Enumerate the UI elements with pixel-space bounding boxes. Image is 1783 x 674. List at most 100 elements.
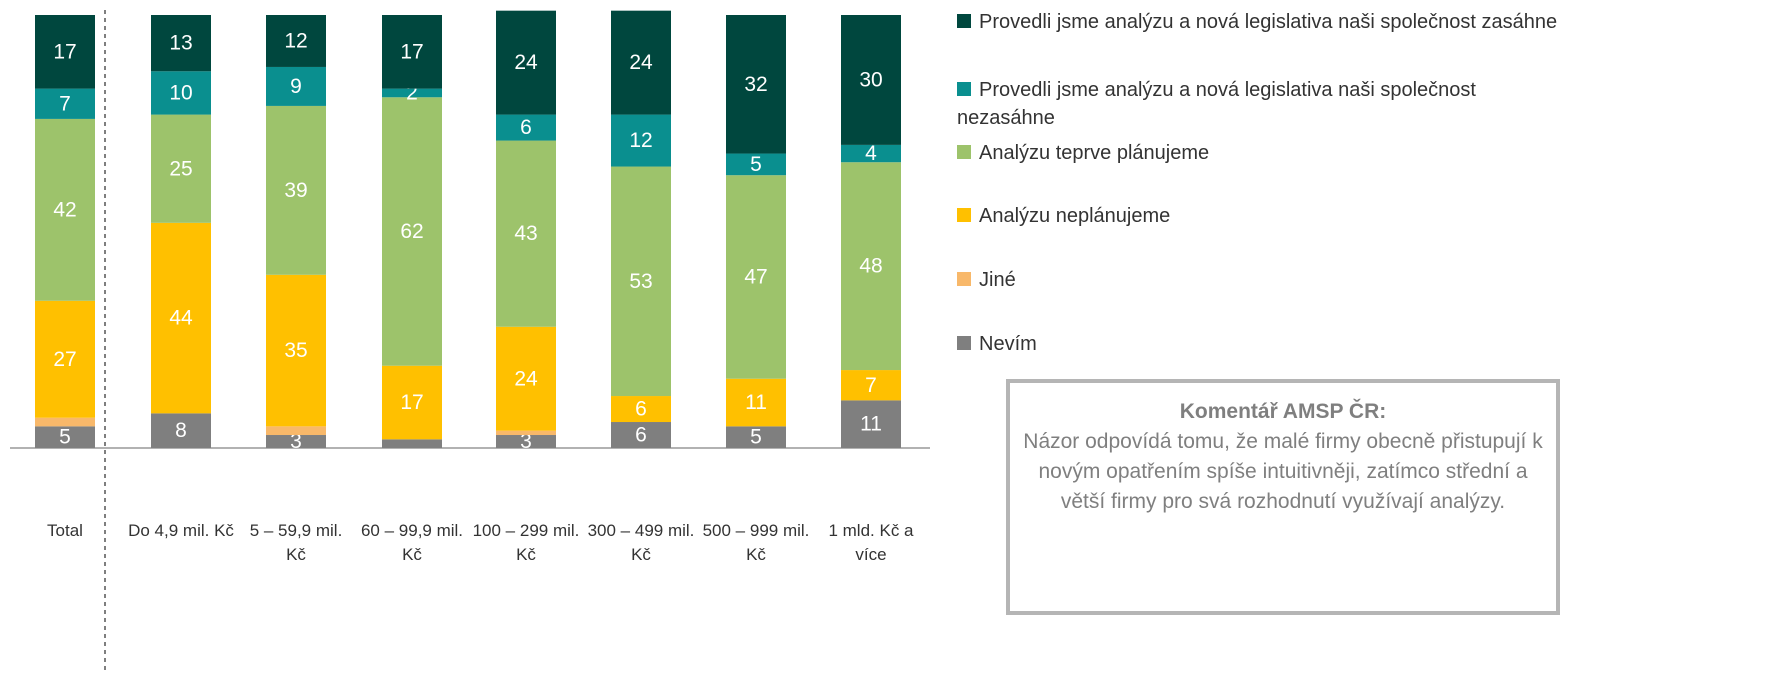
bar-segment [611, 396, 671, 423]
bar-segment [841, 400, 901, 448]
x-tick-label: 1 mld. Kč a více [828, 521, 914, 564]
bar-segment [726, 175, 786, 379]
bar-segment [726, 378, 786, 427]
data-label: 4 [865, 142, 877, 165]
comment-title: Komentář AMSP ČR: [1179, 400, 1387, 423]
bar-segment [382, 15, 442, 89]
bar-segment [496, 114, 556, 141]
bar-segment [841, 15, 901, 145]
data-label: 27 [53, 348, 76, 371]
x-tick-label: Total [47, 521, 83, 540]
bar-segment [151, 71, 211, 115]
data-label: 17 [400, 40, 423, 63]
bar-segment [266, 66, 326, 106]
data-label: 5 [750, 426, 762, 449]
x-tick-label: 100 – 299 mil. Kč [472, 521, 580, 564]
legend-swatch [957, 336, 971, 350]
data-label: 53 [629, 270, 652, 293]
bar-segment [496, 140, 556, 327]
bar-segment [35, 88, 95, 119]
bar-segment [496, 430, 556, 436]
data-label: 42 [53, 198, 76, 221]
bar-segment [266, 435, 326, 448]
data-label: 17 [53, 40, 76, 63]
bar-segment [151, 15, 211, 72]
legend-swatch [957, 272, 971, 286]
data-label: 48 [859, 255, 882, 278]
legend-item: Analýzu neplánujeme [957, 202, 1577, 230]
data-label: 62 [400, 220, 423, 243]
data-label: 30 [859, 68, 882, 91]
x-tick-label: 500 – 999 mil. Kč [702, 521, 810, 564]
legend-item: Jiné [957, 266, 1577, 294]
data-label: 9 [290, 75, 302, 98]
data-label: 6 [635, 424, 647, 447]
data-label: 24 [514, 51, 538, 74]
data-label: 10 [169, 81, 192, 104]
bar-segment [266, 15, 326, 67]
data-label: 32 [744, 73, 767, 96]
data-label: 5 [750, 153, 762, 176]
bar-segment [35, 15, 95, 89]
data-label: 6 [520, 116, 532, 139]
x-tick-label: Do 4,9 mil. Kč [128, 521, 234, 540]
bar-segment [496, 10, 556, 115]
data-label: 35 [284, 339, 307, 362]
bar-segment [382, 97, 442, 366]
bar-segment [266, 426, 326, 436]
bar-segment [726, 153, 786, 176]
bar-segment [35, 417, 95, 427]
bar-segment [151, 413, 211, 448]
data-label: 3 [290, 430, 302, 453]
bar-segment [726, 426, 786, 448]
data-label: 24 [514, 367, 538, 390]
legend-label: Analýzu teprve plánujeme [979, 142, 1210, 164]
bar-segment [151, 114, 211, 223]
comment-text: Názor odpovídá tomu, že malé firmy obecn… [1023, 430, 1543, 513]
x-tick-label: 60 – 99,9 mil. Kč [360, 521, 464, 564]
legend-swatch [957, 145, 971, 159]
comment-box: Komentář AMSP ČR: Názor odpovídá tomu, ž… [1006, 379, 1560, 615]
bar-segment [35, 118, 95, 301]
data-label: 47 [744, 266, 767, 289]
data-label: 13 [169, 32, 192, 55]
legend-swatch [957, 208, 971, 222]
data-label: 43 [514, 222, 537, 245]
bar-segment [382, 365, 442, 440]
legend-label: Provedli jsme analýzu a nová legislativa… [957, 79, 1476, 129]
data-label: 11 [860, 413, 882, 436]
data-label: 12 [629, 129, 652, 152]
bar-segment [611, 422, 671, 448]
data-label: 25 [169, 157, 192, 180]
data-label: 8 [175, 419, 187, 442]
bar-segment [496, 326, 556, 431]
legend-label: Provedli jsme analýzu a nová legislativa… [979, 11, 1558, 33]
bar-segment [611, 114, 671, 167]
legend-item: Provedli jsme analýzu a nová legislativa… [957, 76, 1577, 132]
data-label: 3 [520, 430, 532, 453]
x-tick-label: 5 – 59,9 mil. Kč [249, 521, 343, 564]
legend-label: Nevím [979, 333, 1037, 355]
data-label: 7 [865, 374, 877, 397]
legend-item: Nevím [957, 330, 1577, 358]
bar-segment [726, 15, 786, 154]
bar-segment [266, 105, 326, 275]
bar-segment [841, 162, 901, 371]
data-label: 6 [635, 398, 647, 421]
bar-segment [151, 222, 211, 414]
data-label: 12 [284, 30, 307, 53]
bar-segment [841, 370, 901, 401]
data-label: 17 [400, 391, 423, 414]
data-label: 11 [745, 391, 767, 414]
bar-segment [35, 426, 95, 448]
data-label: 24 [629, 51, 653, 74]
legend-swatch [957, 14, 971, 28]
data-label: 39 [284, 179, 307, 202]
legend-item: Analýzu teprve plánujeme [957, 139, 1577, 167]
bar-segment [266, 274, 326, 427]
bar-segment [611, 10, 671, 115]
bar-segment [382, 88, 442, 98]
bar-segment [382, 439, 442, 448]
legend-swatch [957, 82, 971, 96]
